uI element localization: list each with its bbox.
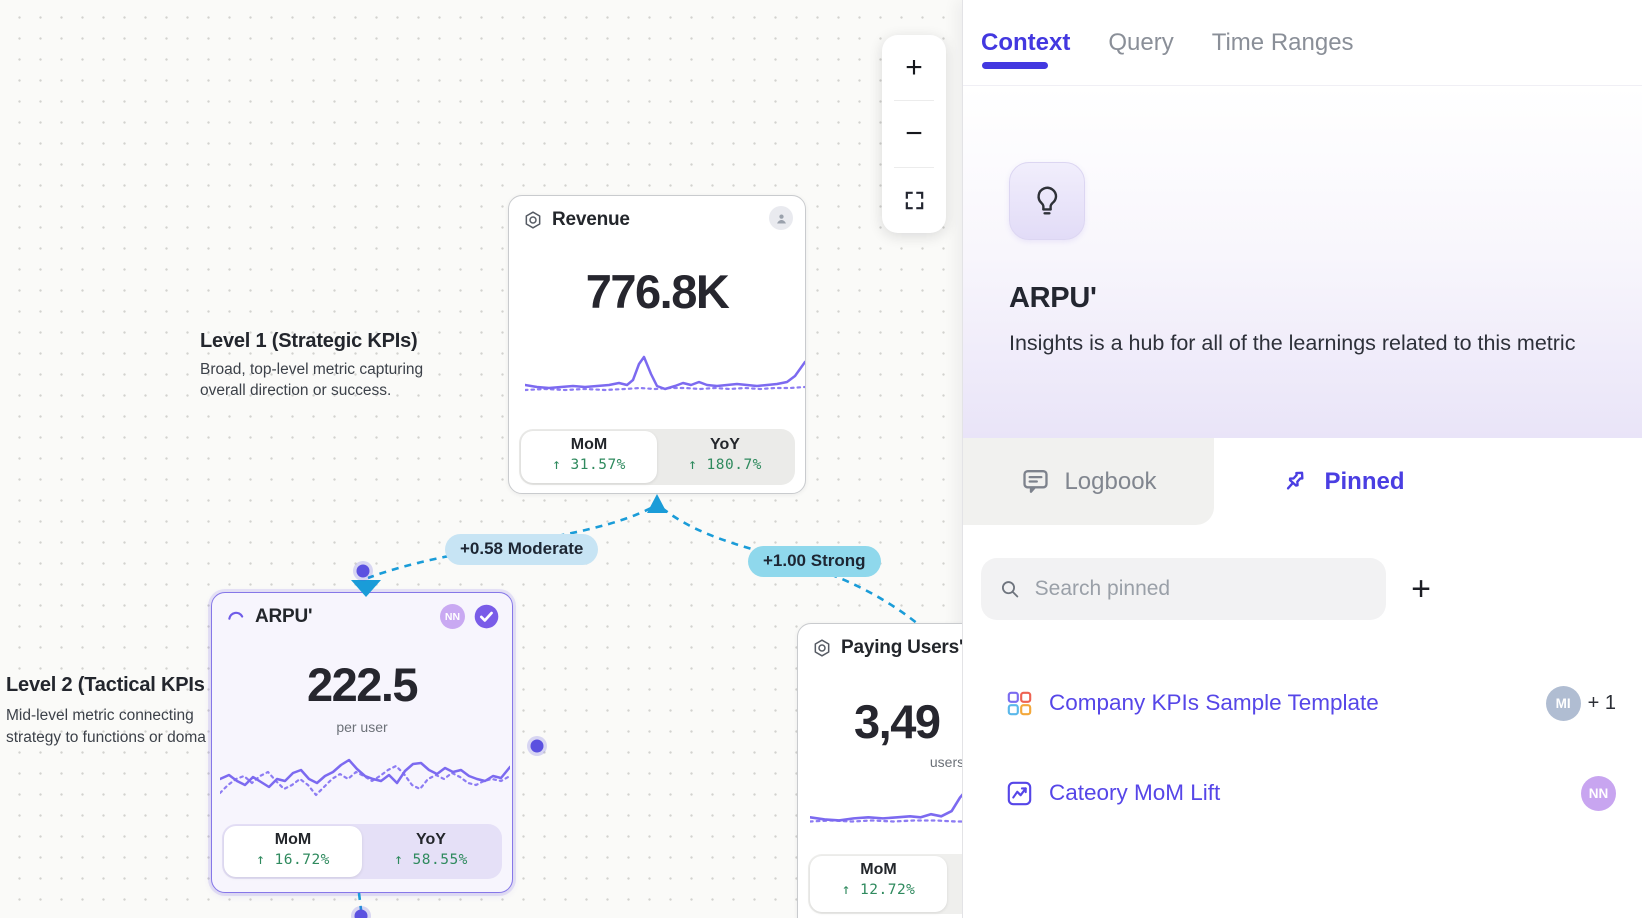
canvas-zoom-toolbar: + − xyxy=(882,35,946,233)
metric-unit: per user xyxy=(336,719,388,735)
add-pinned-button[interactable]: + xyxy=(1411,569,1431,608)
mom-value: ↑ 16.72% xyxy=(256,852,330,868)
pinned-search-row: + xyxy=(963,525,1642,620)
metric-value: 3,49 xyxy=(854,695,941,748)
tab-pinned[interactable]: Pinned xyxy=(1214,438,1472,525)
extra-collaborators-count: + 1 xyxy=(1587,691,1616,714)
arrowhead-into-revenue xyxy=(647,494,667,513)
level1-description: Broad, top-level metric capturing overal… xyxy=(200,361,424,399)
tab-time-ranges[interactable]: Time Ranges xyxy=(1211,28,1354,56)
insights-icon-tile xyxy=(1009,162,1085,240)
level2-annotation: Level 2 (Tactical KPIs Mid-level metric … xyxy=(6,674,236,748)
metric-tree-canvas[interactable]: Level 1 (Strategic KPIs) Broad, top-leve… xyxy=(0,0,962,918)
chart-report-icon xyxy=(1007,781,1032,805)
mom-label: MoM xyxy=(274,831,312,848)
metric-card-paying-users[interactable]: Paying Users' 3,49 users MoM ↑ 12.72% xyxy=(797,623,962,918)
yoy-label: YoY xyxy=(416,831,446,848)
metric-card-revenue[interactable]: Revenue 776.8K MoM ↑ 31.57% YoY xyxy=(508,195,806,494)
detail-side-panel: Context Query Time Ranges ARPU' Insights… xyxy=(962,0,1642,918)
card-title: Revenue xyxy=(552,209,630,230)
search-pinned-box[interactable] xyxy=(981,558,1386,620)
metric-value: 222.5 xyxy=(306,658,419,711)
level1-annotation: Level 1 (Strategic KPIs) Broad, top-leve… xyxy=(200,330,440,401)
metric-card-arpu[interactable]: ARPU' NN 222.5 per user MoM ↑ 16.72% xyxy=(211,592,513,893)
zoom-in-button[interactable]: + xyxy=(905,50,923,84)
tab-context[interactable]: Context xyxy=(981,9,1070,77)
lightbulb-icon xyxy=(1037,186,1058,215)
fullscreen-icon xyxy=(905,191,923,210)
logbook-pinned-tab-bar: Logbook Pinned xyxy=(963,438,1642,525)
sparkline-chart xyxy=(525,355,805,392)
level2-title: Level 2 (Tactical KPIs xyxy=(6,674,205,696)
card-title: ARPU' xyxy=(255,606,313,627)
logbook-comment-icon xyxy=(1023,470,1049,493)
level1-title: Level 1 (Strategic KPIs) xyxy=(200,330,418,352)
correlation-label-moderate[interactable]: +0.58 Moderate xyxy=(445,534,599,565)
collaborator-avatar[interactable]: NN xyxy=(440,604,465,629)
edge-handle-ring xyxy=(353,561,373,581)
mom-value: ↑ 12.72% xyxy=(841,882,916,898)
sparkline-chart xyxy=(220,758,510,797)
insights-description: Insights is a hub for all of the learnin… xyxy=(1009,331,1576,355)
yoy-value: ↑ 58.55% xyxy=(394,852,468,868)
fit-view-button[interactable] xyxy=(882,168,946,233)
stats-row: MoM ↑ 12.72% xyxy=(808,854,962,914)
yoy-value: ↑ 180.7% xyxy=(688,457,762,473)
stats-row: MoM ↑ 31.57% YoY ↑ 180.7% xyxy=(519,429,795,485)
edge-handle-ring xyxy=(527,736,547,756)
yoy-label: YoY xyxy=(710,436,740,453)
metric-value: 776.8K xyxy=(585,265,730,318)
mom-stat[interactable]: MoM ↑ 16.72% xyxy=(224,826,362,877)
panel-tab-bar: Context Query Time Ranges xyxy=(963,0,1642,86)
pinned-tab-label: Pinned xyxy=(1324,467,1405,495)
pin-icon xyxy=(1287,471,1304,490)
yoy-stat[interactable]: YoY ↑ 180.7% xyxy=(657,431,793,483)
edge-arpu-down xyxy=(357,892,364,918)
yoy-stat[interactable] xyxy=(947,856,962,912)
mom-stat[interactable]: MoM ↑ 31.57% xyxy=(521,431,657,483)
hexagon-metric-icon xyxy=(525,211,541,229)
tab-logbook[interactable]: Logbook xyxy=(963,438,1214,525)
edge-handle-dot[interactable] xyxy=(354,909,368,918)
person-icon xyxy=(776,214,786,223)
tab-query[interactable]: Query xyxy=(1108,28,1174,56)
level2-description-line1: Mid-level metric connecting xyxy=(6,707,194,724)
edge-handle-dot[interactable] xyxy=(356,564,370,578)
search-icon xyxy=(1001,581,1019,598)
edge-handle-ring xyxy=(351,906,371,918)
verified-check-badge-icon[interactable] xyxy=(473,603,500,630)
metric-name-heading: ARPU' xyxy=(1009,282,1097,314)
level2-description-line2: strategy to functions or doma xyxy=(6,729,206,746)
mom-value: ↑ 31.57% xyxy=(552,457,626,473)
yoy-stat[interactable]: YoY ↑ 58.55% xyxy=(362,826,500,877)
stats-row: MoM ↑ 16.72% YoY ↑ 58.55% xyxy=(222,824,502,879)
pinned-item-company-kpis[interactable]: Company KPIs Sample Template MI + 1 xyxy=(963,680,1642,726)
zoom-out-button[interactable]: − xyxy=(905,116,923,150)
avatar-mi[interactable]: MI xyxy=(1545,685,1581,721)
logbook-tab-label: Logbook xyxy=(1064,467,1157,495)
pinned-item-label[interactable]: Company KPIs Sample Template xyxy=(1049,690,1379,715)
mom-stat[interactable]: MoM ↑ 12.72% xyxy=(810,856,947,912)
sparkline-chart xyxy=(810,793,962,823)
pinned-item-cateory-mom-lift[interactable]: Cateory MoM Lift NN xyxy=(963,770,1642,816)
toolbar-divider xyxy=(894,166,934,168)
search-pinned-input[interactable] xyxy=(1034,577,1368,601)
metric-context-header: ARPU' Insights is a hub for all of the l… xyxy=(963,86,1642,438)
mom-label: MoM xyxy=(860,861,897,878)
toolbar-divider xyxy=(894,100,934,102)
owner-avatar[interactable] xyxy=(769,206,793,230)
correlation-label-strong[interactable]: +1.00 Strong xyxy=(748,546,881,577)
metric-unit: users xyxy=(929,754,962,770)
pinned-item-label[interactable]: Cateory MoM Lift xyxy=(1049,780,1221,805)
avatar-nn[interactable]: NN xyxy=(1581,775,1616,811)
grid-template-icon xyxy=(1007,691,1032,715)
hexagon-metric-icon xyxy=(814,639,830,657)
mom-label: MoM xyxy=(570,436,608,453)
arc-metric-icon xyxy=(228,611,244,620)
card-title: Paying Users' xyxy=(841,637,962,658)
edge-handle-dot[interactable] xyxy=(530,739,544,753)
